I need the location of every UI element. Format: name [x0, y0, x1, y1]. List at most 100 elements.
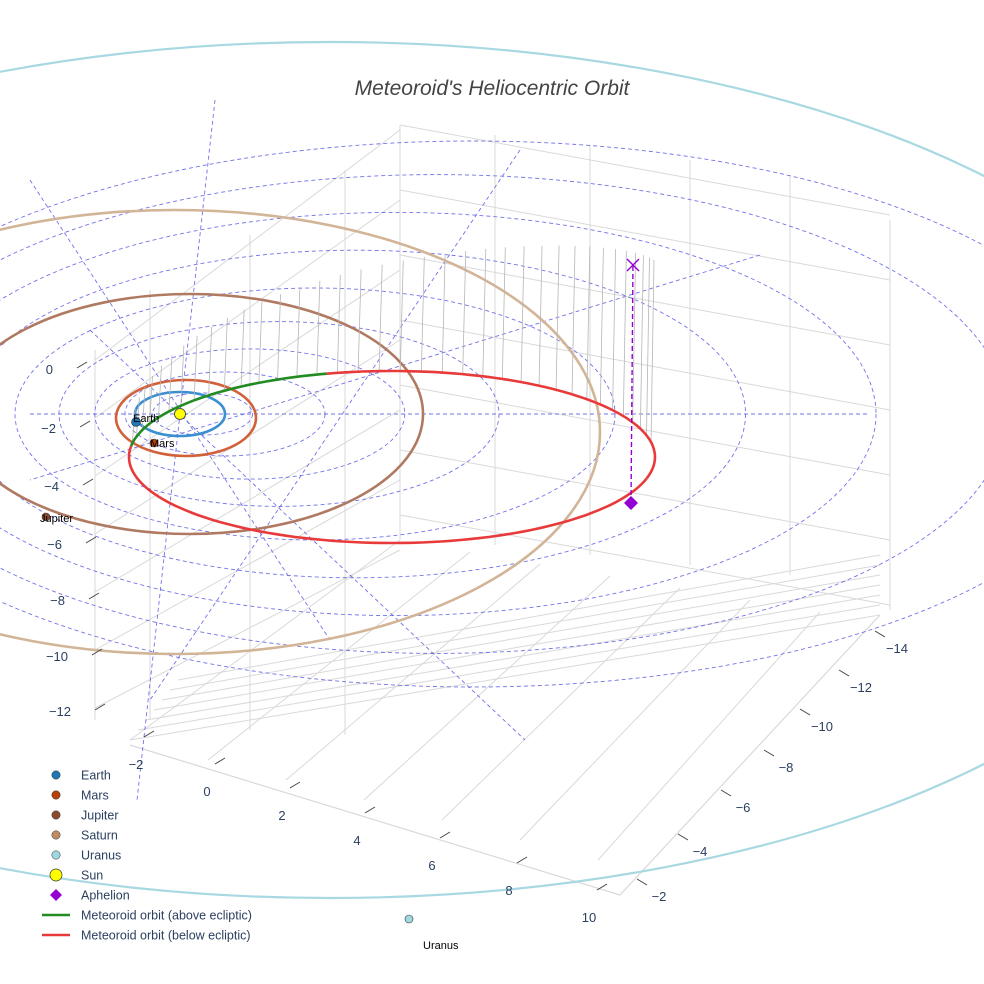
y-tick-mark — [763, 749, 775, 757]
drop-line — [336, 274, 341, 373]
drop-line — [538, 245, 543, 386]
legend-label: Uranus — [81, 849, 121, 863]
drop-line — [650, 260, 655, 443]
legend-label: Meteoroid orbit (below ecliptic) — [81, 929, 251, 943]
x-tick-label: 6 — [428, 858, 435, 873]
x-tick-label: 2 — [278, 808, 285, 823]
drop-line — [149, 376, 153, 424]
planet-uranus — [404, 914, 414, 924]
x-tick-label: 10 — [582, 910, 596, 925]
meteoroid-orbit-below — [127, 445, 648, 545]
z-tick-label: −4 — [44, 479, 59, 494]
z-tick-label: −8 — [50, 593, 65, 608]
meteoroid-orbit-below — [326, 369, 657, 480]
z-tick-mark — [85, 536, 97, 544]
orbit-jupiter — [0, 292, 425, 536]
ecliptic-ring — [0, 212, 877, 616]
z-tick-mark — [94, 703, 106, 711]
x-tick-label: 8 — [505, 883, 512, 898]
aphelion-cross — [626, 258, 640, 272]
grid-line — [161, 574, 881, 701]
legend-label: Earth — [81, 769, 111, 783]
planet-label-mars: Mars — [150, 438, 175, 450]
legend-item[interactable]: Saturn — [51, 829, 118, 843]
drop-line — [141, 386, 146, 431]
grid-line — [153, 584, 881, 711]
drop-line — [399, 260, 404, 372]
grid-line — [94, 549, 401, 709]
aphelion-projection — [630, 262, 634, 504]
planet-orbits — [0, 41, 984, 899]
legend-swatch — [51, 790, 61, 800]
grid-line — [207, 551, 471, 761]
planet-mars — [149, 438, 159, 448]
y-tick-label: −4 — [693, 844, 708, 859]
drop-line — [277, 294, 281, 380]
legend-item[interactable]: Meteoroid orbit (above ecliptic) — [42, 909, 252, 923]
z-tick-mark — [91, 648, 103, 656]
x-tick-mark — [596, 883, 608, 891]
legend-item[interactable]: Uranus — [51, 849, 121, 863]
y-tick-label: −8 — [779, 760, 794, 775]
legend-item[interactable]: Jupiter — [51, 809, 119, 823]
drop-line — [586, 246, 591, 400]
y-tick-mark — [838, 669, 850, 677]
sun-marker — [174, 408, 186, 420]
x-tick-label: −2 — [129, 757, 144, 772]
drop-line — [168, 355, 173, 412]
y-tick-label: −12 — [850, 680, 872, 695]
planet-earth — [131, 417, 141, 427]
legend-label: Saturn — [81, 829, 118, 843]
drop-line — [555, 245, 560, 390]
grid-line — [129, 614, 881, 741]
legend[interactable]: Earth Mars Jupiter Saturn Uranus Sun Aphelion M… — [42, 769, 252, 943]
x-tick-mark — [516, 856, 528, 864]
drop-line — [316, 280, 321, 375]
y-tick-mark — [677, 833, 689, 841]
drop-line — [135, 397, 140, 437]
aphelion-marker — [624, 496, 638, 510]
floor-edge — [619, 614, 881, 896]
grid-line — [399, 124, 891, 216]
y-tick-mark — [799, 708, 811, 716]
legend-swatch — [51, 850, 61, 860]
legend-item[interactable]: Sun — [49, 869, 103, 883]
planet-label-earth: Earth — [133, 413, 159, 425]
x-tick-label: 0 — [203, 784, 210, 799]
legend-item[interactable]: Earth — [51, 769, 111, 783]
grid-line — [94, 269, 401, 477]
meteoroid-orbit-above — [129, 372, 327, 447]
legend-item[interactable]: Mars — [51, 789, 109, 803]
drop-line — [296, 287, 301, 377]
drop-line — [501, 247, 506, 379]
scene-grid — [94, 124, 891, 896]
ecliptic-spoke — [149, 149, 521, 701]
x-tick-label: 4 — [353, 833, 360, 848]
bodies: Earth Mars Jupiter Uranus — [40, 408, 638, 952]
legend-label: Meteoroid orbit (above ecliptic) — [81, 909, 252, 923]
drop-line — [571, 245, 576, 395]
z-tick-label: −2 — [41, 421, 56, 436]
grid-line — [177, 554, 881, 681]
drop-line — [520, 246, 525, 383]
grid-line — [441, 587, 681, 821]
drop-line — [208, 326, 213, 396]
drop-line — [441, 253, 446, 373]
axis-ticks: −2 0 2 4 6 8 10 −14 −12 −10 −8 −6 −4 −2 0 −2 −4 −6 −8 −10 −1… — [41, 361, 908, 925]
drop-line — [420, 256, 425, 372]
y-tick-mark — [874, 630, 886, 638]
legend-item[interactable]: Meteoroid orbit (below ecliptic) — [42, 929, 251, 943]
y-tick-label: −2 — [652, 889, 667, 904]
meteoroid-orbit — [127, 258, 657, 545]
x-tick-mark — [289, 781, 301, 789]
legend-label: Aphelion — [81, 889, 130, 903]
grid-line — [285, 563, 541, 781]
grid-line — [94, 479, 401, 651]
grid-line — [597, 611, 821, 861]
meteoroid-drop-lines — [131, 245, 655, 444]
planet-label-uranus: Uranus — [423, 940, 459, 952]
legend-item[interactable]: Aphelion — [50, 889, 130, 903]
z-tick-label: −6 — [47, 537, 62, 552]
drop-line — [223, 317, 228, 391]
grid-line — [94, 409, 401, 593]
